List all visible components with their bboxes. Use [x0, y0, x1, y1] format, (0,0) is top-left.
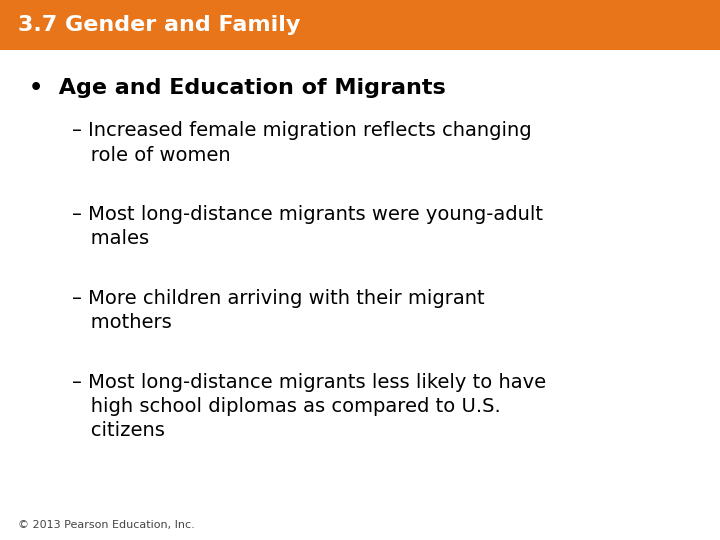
Text: – Most long-distance migrants less likely to have
   high school diplomas as com: – Most long-distance migrants less likel… [72, 373, 546, 440]
Text: – Increased female migration reflects changing
   role of women: – Increased female migration reflects ch… [72, 122, 531, 165]
Text: © 2013 Pearson Education, Inc.: © 2013 Pearson Education, Inc. [18, 520, 194, 530]
Text: – More children arriving with their migrant
   mothers: – More children arriving with their migr… [72, 289, 485, 332]
Text: – Most long-distance migrants were young-adult
   males: – Most long-distance migrants were young… [72, 205, 543, 248]
Text: 3.7 Gender and Family: 3.7 Gender and Family [18, 15, 300, 35]
Text: •  Age and Education of Migrants: • Age and Education of Migrants [29, 78, 446, 98]
